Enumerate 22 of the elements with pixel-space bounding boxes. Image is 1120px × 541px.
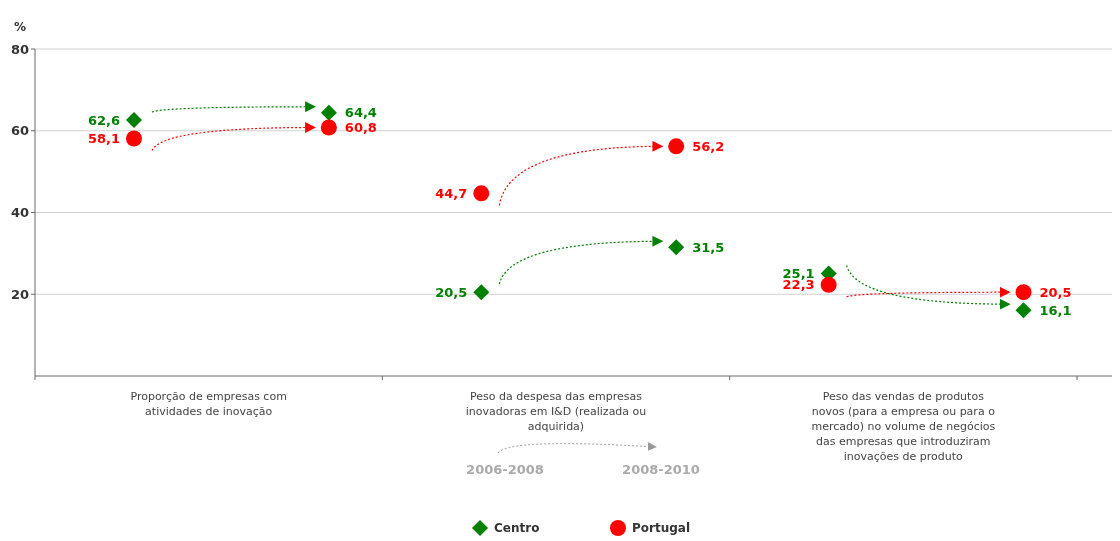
x-tick-label: Proporção de empresas com atividades de inovação bbox=[130, 390, 287, 418]
data-label: 60,8 bbox=[344, 120, 377, 136]
data-label: 64,4 bbox=[344, 105, 377, 121]
data-label: 16,1 bbox=[1039, 302, 1072, 318]
y-tick-label: 60 bbox=[10, 123, 29, 139]
y-axis-title: % bbox=[14, 20, 27, 34]
data-label: 20,5 bbox=[435, 284, 468, 300]
data-label: 56,2 bbox=[692, 138, 725, 154]
text: 2006-2008 bbox=[466, 462, 544, 477]
legend-label: Portugal bbox=[632, 521, 691, 536]
data-label: 62,6 bbox=[87, 112, 120, 128]
y-tick-label: 20 bbox=[10, 286, 29, 302]
data-label: 44,7 bbox=[435, 185, 468, 201]
data-label: 31,5 bbox=[692, 239, 725, 255]
x-tick-label: Peso da despesa das empresas inovadoras em I&D (realizada ou adquirida) bbox=[465, 390, 647, 433]
y-tick-label: 40 bbox=[10, 205, 29, 221]
y-tick-label: 80 bbox=[10, 41, 29, 57]
legend-label: Centro bbox=[494, 521, 540, 536]
x-tick-label: Peso das vendas de produtos novos (para a empresa ou para o mercado) no volume de negócios das empresas que introduziram inovações de produto bbox=[811, 390, 996, 463]
data-label: 20,5 bbox=[1039, 284, 1072, 300]
data-label: 58,1 bbox=[87, 131, 120, 147]
text: 2008-2010 bbox=[622, 462, 700, 477]
